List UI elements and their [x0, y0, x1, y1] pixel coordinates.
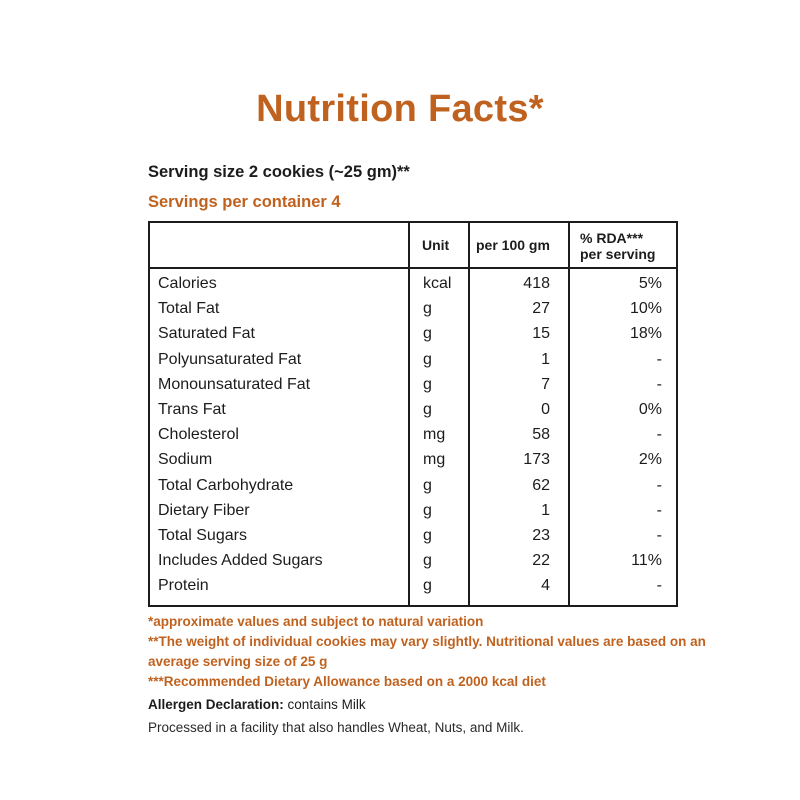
- table-body: Calories kcal 418 5% Total Fat g 27 10% Saturate…: [150, 273, 676, 600]
- header-per-100: per 100 gm: [476, 237, 550, 253]
- nutrient-name: Trans Fat: [158, 400, 226, 418]
- nutrient-rda: 0%: [638, 400, 662, 418]
- nutrient-rda: 10%: [629, 300, 662, 318]
- nutrient-rda: -: [656, 501, 662, 519]
- nutrient-unit: g: [423, 501, 432, 519]
- nutrient-name: Cholesterol: [158, 426, 239, 444]
- nutrient-name: Calories: [158, 275, 217, 292]
- nutrient-rda: -: [656, 526, 662, 544]
- nutrient-rda: -: [656, 350, 662, 368]
- column-divider: [568, 223, 570, 269]
- column-divider: [468, 269, 470, 607]
- table-row: Total Carbohydrate g 62 -: [150, 475, 676, 500]
- column-divider: [408, 269, 410, 607]
- nutrient-value: 7: [541, 375, 550, 393]
- nutrient-rda: -: [656, 476, 662, 494]
- nutrient-value: 4: [541, 577, 550, 595]
- footnote-weight: **The weight of individual cookies may v…: [148, 634, 706, 669]
- nutrient-unit: g: [423, 476, 432, 494]
- table-row: Polyunsaturated Fat g 1 -: [150, 349, 676, 374]
- nutrient-name: Sodium: [158, 451, 213, 469]
- nutrient-rda: 2%: [638, 451, 662, 469]
- nutrient-rda: -: [656, 577, 662, 595]
- footnote-rda: ***Recommended Dietary Allowance based o…: [148, 674, 546, 689]
- nutrient-value: 173: [523, 451, 550, 469]
- nutrient-value: 58: [532, 426, 550, 444]
- table-row: Monounsaturated Fat g 7 -: [150, 374, 676, 399]
- nutrient-rda: -: [656, 375, 662, 393]
- header-rda-line2: per serving: [580, 246, 656, 262]
- table-row: Sodium mg 173 2%: [150, 449, 676, 474]
- nutrient-unit: g: [423, 350, 432, 368]
- column-divider: [468, 223, 470, 269]
- allergen-label: Allergen Declaration:: [148, 697, 284, 712]
- table-row: Total Fat g 27 10%: [150, 298, 676, 323]
- nutrient-value: 27: [532, 300, 550, 318]
- nutrient-name: Saturated Fat: [158, 325, 255, 343]
- nutrient-name: Includes Added Sugars: [158, 552, 323, 570]
- nutrient-name: Total Carbohydrate: [158, 476, 294, 494]
- nutrient-rda: -: [656, 426, 662, 444]
- nutrient-unit: kcal: [423, 275, 452, 292]
- table-row: Total Sugars g 23 -: [150, 525, 676, 550]
- nutrient-name: Protein: [158, 577, 209, 595]
- table-row: Protein g 4 -: [150, 575, 676, 600]
- servings-per-container: Servings per container 4: [148, 193, 341, 211]
- nutrient-unit: g: [423, 300, 432, 318]
- nutrition-table: Unit per 100 gm % RDA*** per serving Cal…: [148, 221, 678, 607]
- nutrient-unit: mg: [423, 451, 446, 469]
- page-title: Nutrition Facts*: [256, 88, 544, 130]
- column-divider: [408, 223, 410, 269]
- nutrient-name: Total Fat: [158, 300, 220, 318]
- allergen-declaration: Allergen Declaration: contains Milk: [148, 697, 366, 712]
- header-rda: % RDA*** per serving: [580, 230, 655, 262]
- nutrient-unit: g: [423, 526, 432, 544]
- nutrient-value: 418: [523, 275, 550, 292]
- nutrient-value: 1: [541, 501, 550, 519]
- nutrient-rda: 18%: [629, 325, 662, 343]
- nutrient-unit: mg: [423, 426, 446, 444]
- nutrient-value: 1: [541, 350, 550, 368]
- table-row: Trans Fat g 0 0%: [150, 399, 676, 424]
- table-header: Unit per 100 gm % RDA*** per serving: [150, 223, 676, 269]
- nutrient-name: Total Sugars: [158, 526, 247, 544]
- allergen-value: contains Milk: [283, 697, 366, 712]
- nutrient-name: Dietary Fiber: [158, 501, 250, 519]
- nutrient-value: 22: [532, 552, 550, 570]
- nutrient-rda: 5%: [638, 275, 662, 292]
- nutrient-unit: g: [423, 400, 432, 418]
- nutrient-name: Polyunsaturated Fat: [158, 350, 302, 368]
- nutrient-unit: g: [423, 325, 432, 343]
- header-unit: Unit: [422, 237, 450, 253]
- table-row: Cholesterol mg 58 -: [150, 424, 676, 449]
- nutrient-unit: g: [423, 552, 432, 570]
- nutrient-value: 15: [532, 325, 550, 343]
- serving-size: Serving size 2 cookies (~25 gm)**: [148, 163, 410, 181]
- nutrient-value: 23: [532, 526, 550, 544]
- table-row: Dietary Fiber g 1 -: [150, 500, 676, 525]
- nutrient-unit: g: [423, 375, 432, 393]
- table-row: Includes Added Sugars g 22 11%: [150, 550, 676, 575]
- footnotes: *approximate values and subject to natur…: [148, 612, 708, 692]
- nutrient-value: 0: [541, 400, 550, 418]
- nutrient-value: 62: [532, 476, 550, 494]
- table-row: Saturated Fat g 15 18%: [150, 323, 676, 348]
- facility-note: Processed in a facility that also handle…: [148, 720, 524, 735]
- table-row: Calories kcal 418 5%: [150, 273, 676, 298]
- nutrient-name: Monounsaturated Fat: [158, 375, 311, 393]
- nutrient-unit: g: [423, 577, 432, 595]
- header-rda-line1: % RDA***: [580, 230, 644, 246]
- nutrient-rda: 11%: [631, 552, 662, 570]
- footnote-approx: *approximate values and subject to natur…: [148, 614, 484, 629]
- column-divider: [568, 269, 570, 607]
